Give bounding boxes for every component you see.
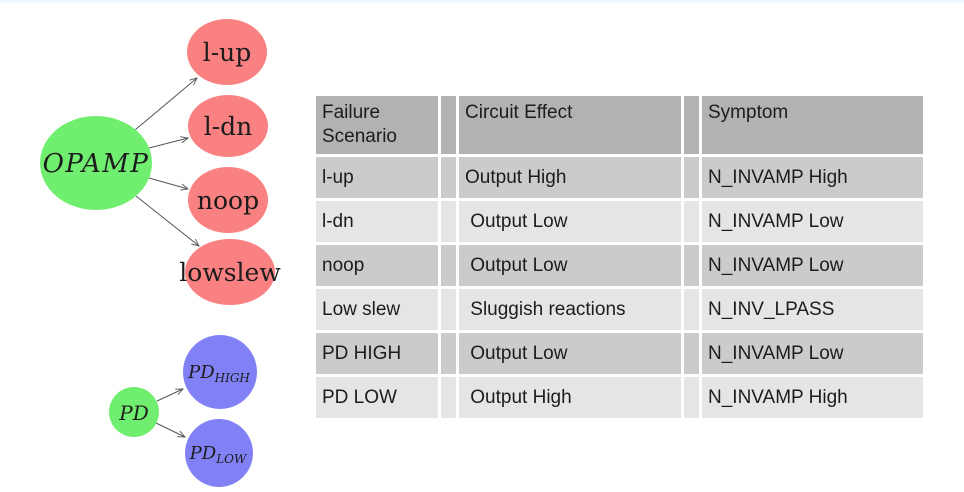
failure-scenario-table: Failure Scenario Circuit Effect Symptom … [313, 93, 926, 421]
cell-effect: Sluggish reactions [459, 289, 681, 330]
cell-symptom: N_INVAMP High [702, 377, 923, 418]
noop-label: noop [197, 186, 259, 215]
header-spacer-2 [684, 96, 699, 154]
cell-scenario: noop [316, 245, 438, 286]
cell-effect: Output Low [459, 333, 681, 374]
opamp-ellipse [40, 116, 152, 210]
mode-node-pd-low: PDLOW [185, 419, 253, 487]
table-row: PD LOW Output High N_INVAMP High [316, 377, 923, 418]
cell-spacer [684, 157, 699, 198]
cell-symptom: N_INVAMP Low [702, 333, 923, 374]
cell-scenario: Low slew [316, 289, 438, 330]
table-row: PD HIGH Output Low N_INVAMP Low [316, 333, 923, 374]
pd-high-ellipse [183, 335, 257, 409]
header-circuit-effect: Circuit Effect [459, 96, 681, 154]
cell-scenario: l-dn [316, 201, 438, 242]
pd-root-node: PD [109, 387, 159, 437]
cell-scenario: PD HIGH [316, 333, 438, 374]
noop-ellipse [188, 167, 268, 233]
l-dn-ellipse [188, 95, 268, 157]
edge-pd-pdhigh [156, 389, 183, 402]
l-dn-label: l-dn [204, 112, 253, 141]
opamp-label: OPAMP [43, 149, 150, 179]
edge-pd-pdlow [155, 422, 185, 437]
cell-spacer [684, 377, 699, 418]
cell-scenario: l-up [316, 157, 438, 198]
failure-node-lowslew: lowslew [179, 239, 281, 305]
opamp-root-node: OPAMP [40, 116, 152, 210]
table-row: Low slew Sluggish reactions N_INV_LPASS [316, 289, 923, 330]
header-spacer-1 [441, 96, 456, 154]
cell-effect: Output Low [459, 201, 681, 242]
l-up-ellipse [187, 19, 267, 85]
failure-node-l-up: l-up [187, 19, 267, 85]
cell-symptom: N_INVAMP High [702, 157, 923, 198]
table-row: l-up Output High N_INVAMP High [316, 157, 923, 198]
cell-spacer [441, 333, 456, 374]
cell-effect: Output High [459, 377, 681, 418]
window-top-edge [0, 0, 964, 3]
cell-effect: Output Low [459, 245, 681, 286]
pd-ellipse [109, 387, 159, 437]
l-up-label: l-up [203, 38, 252, 67]
edge-opamp-ldn [148, 138, 188, 149]
pd-high-label: PDHIGH [187, 362, 250, 385]
cell-spacer [441, 377, 456, 418]
cell-spacer [684, 245, 699, 286]
lowslew-label: lowslew [179, 258, 281, 287]
cell-spacer [441, 201, 456, 242]
table-header-row: Failure Scenario Circuit Effect Symptom [316, 96, 923, 154]
edge-opamp-lowslew [135, 195, 199, 246]
lowslew-ellipse [185, 239, 275, 305]
cell-spacer [684, 333, 699, 374]
failure-node-l-dn: l-dn [188, 95, 268, 157]
cell-spacer [684, 201, 699, 242]
edge-opamp-noop [148, 177, 188, 189]
mode-node-pd-high: PDHIGH [183, 335, 257, 409]
cell-spacer [441, 245, 456, 286]
cell-symptom: N_INVAMP Low [702, 201, 923, 242]
edge-opamp-lup [134, 78, 197, 131]
header-failure-scenario: Failure Scenario [316, 96, 438, 154]
fault-tree-diagram: OPAMP l-up l-dn noop lowslew PD PDHIGH [40, 19, 281, 487]
cell-symptom: N_INV_LPASS [702, 289, 923, 330]
pd-low-label: PDLOW [189, 443, 248, 466]
cell-spacer [441, 157, 456, 198]
cell-scenario: PD LOW [316, 377, 438, 418]
opamp-tree-edges [134, 78, 199, 246]
cell-spacer [684, 289, 699, 330]
pd-tree-edges [155, 389, 185, 437]
cell-symptom: N_INVAMP Low [702, 245, 923, 286]
cell-spacer [441, 289, 456, 330]
header-symptom: Symptom [702, 96, 923, 154]
failure-node-noop: noop [188, 167, 268, 233]
table-row: noop Output Low N_INVAMP Low [316, 245, 923, 286]
table-row: l-dn Output Low N_INVAMP Low [316, 201, 923, 242]
pd-label: PD [118, 401, 149, 425]
pd-low-ellipse [185, 419, 253, 487]
cell-effect: Output High [459, 157, 681, 198]
